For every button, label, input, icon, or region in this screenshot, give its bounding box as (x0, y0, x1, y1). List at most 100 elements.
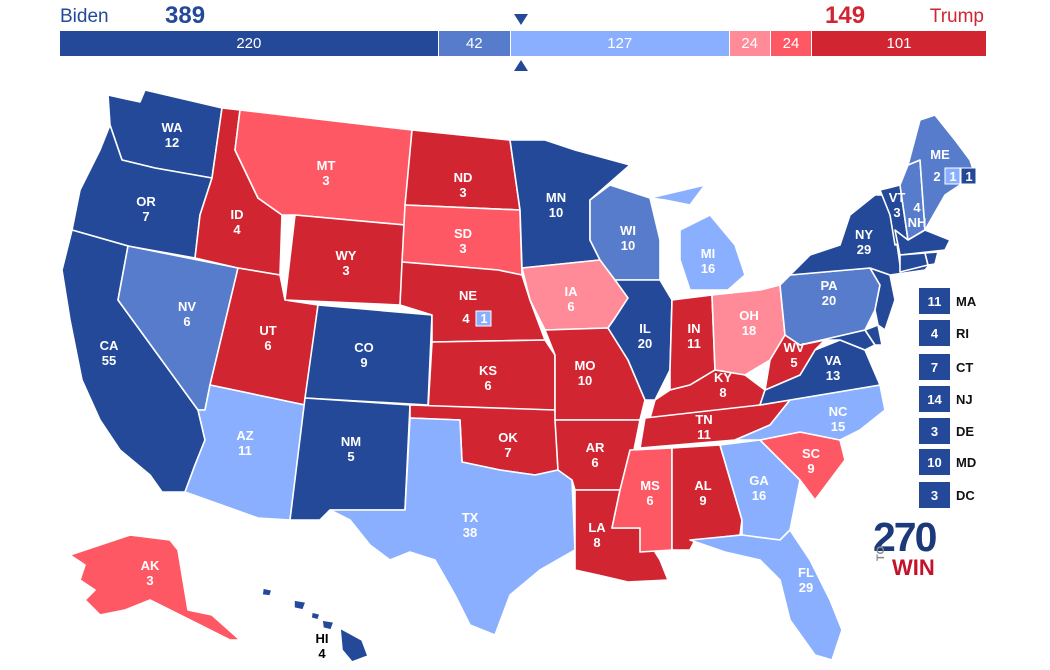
small-state-abbr: DE (956, 423, 975, 439)
small-state-DC[interactable]: 3 DC (919, 482, 975, 508)
trump-label: Trump (929, 6, 984, 27)
small-state-abbr: MD (956, 454, 977, 470)
small-state-RI[interactable]: 4 RI (919, 320, 969, 346)
biden-label: Biden (60, 6, 109, 27)
small-state-ev-box: 3 (919, 482, 950, 508)
state-CO[interactable] (304, 304, 433, 406)
state-HI[interactable] (261, 587, 369, 663)
state-label-WI: WI 10 (620, 223, 636, 253)
270towin-logo[interactable]: 270 TO WIN (873, 517, 943, 583)
small-state-NJ[interactable]: 14 NJ (919, 386, 973, 412)
state-label-WY: WY 3 (336, 248, 357, 278)
state-label-KY: KY 8 (714, 370, 732, 400)
logo-number: 270 (873, 514, 937, 560)
electoral-vote-bar: 220 42 127 24 24 101 (60, 31, 986, 56)
small-state-abbr: RI (956, 325, 969, 341)
me-statewide-ev: 2 (933, 169, 940, 184)
state-label-CA: CA 55 (100, 338, 119, 368)
state-label-NE: NE 4 (459, 288, 477, 326)
small-state-abbr: CT (956, 359, 974, 375)
state-label-IN: IN 11 (687, 321, 701, 351)
small-state-ev-box: 4 (919, 320, 950, 346)
state-label-FL: FL 29 (798, 565, 814, 595)
state-label-ME: ME (930, 147, 950, 162)
state-TX[interactable] (329, 417, 576, 636)
me-district-2-box[interactable] (960, 167, 977, 185)
state-label-MO: MO 10 (575, 358, 596, 388)
270-marker-down-icon (514, 14, 528, 25)
state-label-MI: MI 16 (701, 246, 715, 276)
state-label-TX: TX 38 (462, 510, 479, 540)
state-label-MT: MT 3 (317, 158, 336, 188)
small-state-CT[interactable]: 7 CT (919, 354, 973, 380)
bar-segment-likely-rep[interactable]: 24 (770, 31, 813, 56)
state-AK[interactable] (69, 534, 241, 641)
me-district-1-ev: 1 (949, 169, 956, 184)
trump-ev-total: 149 (825, 2, 866, 29)
state-IL[interactable] (607, 279, 673, 401)
state-DE[interactable] (864, 324, 883, 346)
bar-segment-lean-rep[interactable]: 24 (729, 31, 771, 56)
me-district-2-ev: 1 (965, 169, 972, 184)
small-state-abbr: NJ (956, 391, 973, 407)
small-state-DE[interactable]: 3 DE (919, 418, 974, 444)
state-label-VT: VT 3 (889, 190, 906, 220)
small-state-ev-box: 3 (919, 418, 950, 444)
state-FL[interactable] (689, 529, 843, 661)
state-label-MN: MN 10 (546, 190, 566, 220)
biden-ev-total: 389 (165, 2, 206, 29)
state-label-UT: UT 6 (259, 323, 276, 353)
state-MI[interactable] (649, 184, 746, 291)
state-label-KS: KS 6 (479, 363, 497, 393)
state-label-IL: IL 20 (638, 321, 652, 351)
small-state-ev-box: 14 (919, 386, 950, 412)
bar-segment-likely-dem[interactable]: 42 (438, 31, 511, 56)
ne-district-box[interactable] (475, 310, 492, 327)
state-label-WA: WA 12 (162, 120, 184, 150)
state-label-GA: GA 16 (749, 473, 769, 503)
state-label-CO: CO 9 (354, 340, 374, 370)
state-label-NV: NV 6 (178, 299, 196, 329)
small-state-ev-box: 7 (919, 354, 950, 380)
state-label-NM: NM 5 (341, 434, 361, 464)
bar-segment-safe-rep[interactable]: 101 (812, 31, 986, 56)
state-label-AL: AL 9 (694, 478, 711, 508)
state-label-AK: AK 3 (141, 558, 160, 588)
state-label-NY: NY 29 (855, 227, 873, 257)
state-label-AZ: AZ 11 (236, 428, 253, 458)
state-label-ID: ID 4 (231, 207, 244, 237)
logo-win: WIN (892, 555, 935, 580)
state-label-VA: VA 13 (824, 353, 842, 383)
state-label-OH: OH 18 (739, 308, 759, 338)
state-label-OK: OK 7 (498, 430, 518, 460)
state-NJ[interactable] (869, 267, 896, 331)
270-marker-up-icon (514, 60, 528, 71)
small-state-MA[interactable]: 11 MA (919, 288, 976, 314)
small-state-ev-box: 11 (919, 288, 950, 314)
small-state-MD[interactable]: 10 MD (919, 449, 976, 475)
state-label-ND: ND 3 (454, 170, 473, 200)
state-RI[interactable] (924, 251, 939, 266)
bar-segment-safe-dem[interactable]: 220 (60, 31, 439, 56)
state-label-PA: PA 20 (820, 278, 838, 308)
state-label-AR: AR 6 (586, 440, 605, 470)
state-label-HI: HI 4 (316, 631, 329, 661)
small-state-abbr: MA (956, 293, 977, 309)
small-state-abbr: DC (956, 487, 975, 503)
state-label-WV: WV 5 (784, 340, 805, 370)
state-label-LA: LA 8 (588, 520, 606, 550)
state-label-NH: 4 NH (908, 200, 927, 230)
me-district-1-box[interactable] (944, 167, 961, 185)
ne-district-ev: 1 (480, 311, 487, 326)
state-label-SC: SC 9 (802, 446, 821, 476)
small-state-ev-box: 10 (919, 449, 950, 475)
state-label-NC: NC 15 (829, 404, 848, 434)
state-label-SD: SD 3 (454, 226, 472, 256)
bar-segment-lean-dem[interactable]: 127 (510, 31, 730, 56)
state-label-TN: TN 11 (695, 412, 712, 442)
state-label-MS: MS 6 (640, 478, 660, 508)
logo-to: TO (875, 545, 887, 561)
state-label-OR: OR 7 (136, 194, 156, 224)
state-label-IA: IA 6 (565, 284, 579, 314)
